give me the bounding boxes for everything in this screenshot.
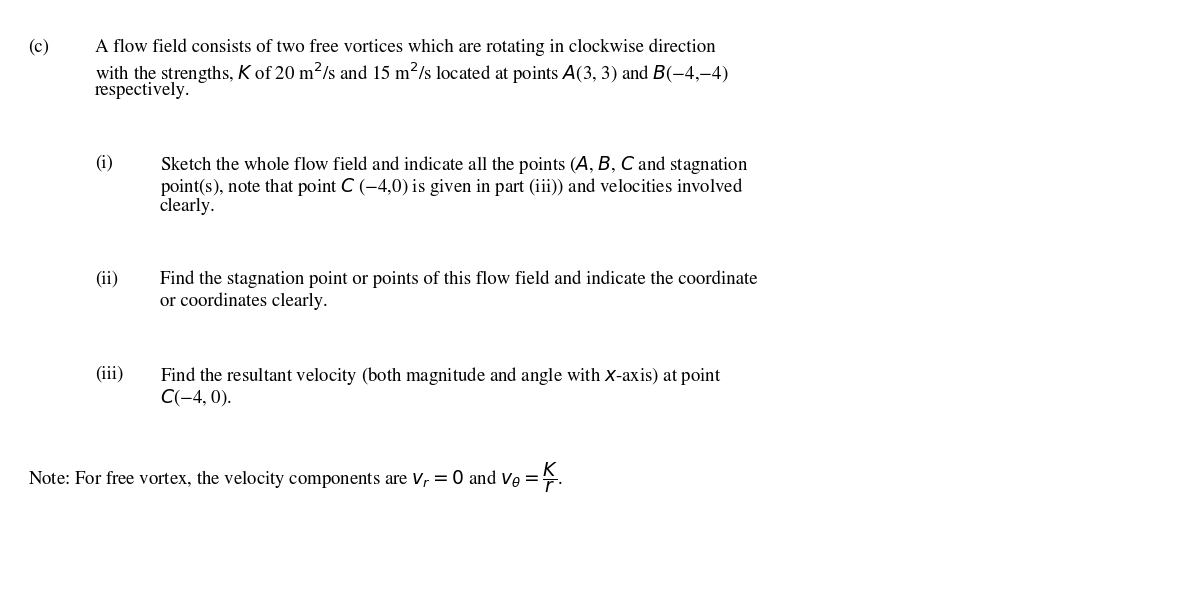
Text: or coordinates clearly.: or coordinates clearly. bbox=[160, 292, 328, 310]
Text: Find the resultant velocity (both magnitude and angle with $x$-axis) at point: Find the resultant velocity (both magnit… bbox=[160, 365, 721, 387]
Text: Find the stagnation point or points of this flow field and indicate the coordina: Find the stagnation point or points of t… bbox=[160, 270, 757, 288]
Text: (c): (c) bbox=[28, 38, 49, 55]
Text: point(s), note that point $C$ (−4,0) is given in part (iii)) and velocities invo: point(s), note that point $C$ (−4,0) is … bbox=[160, 176, 744, 198]
Text: (iii): (iii) bbox=[95, 365, 124, 382]
Text: Note: For free vortex, the velocity components are $v_r = 0$ and $v_{\theta} = \: Note: For free vortex, the velocity comp… bbox=[28, 460, 563, 495]
Text: (i): (i) bbox=[95, 154, 113, 171]
Text: respectively.: respectively. bbox=[95, 82, 191, 99]
Text: $C$(−4, 0).: $C$(−4, 0). bbox=[160, 387, 232, 408]
Text: A flow field consists of two free vortices which are rotating in clockwise direc: A flow field consists of two free vortic… bbox=[95, 38, 715, 55]
Text: (ii): (ii) bbox=[95, 270, 118, 287]
Text: clearly.: clearly. bbox=[160, 198, 216, 215]
Text: Sketch the whole flow field and indicate all the points ($A$, $B$, $C$ and stagn: Sketch the whole flow field and indicate… bbox=[160, 154, 749, 176]
Text: with the strengths, $K$ of 20 m$^2$/s and 15 m$^2$/s located at points $A$(3, 3): with the strengths, $K$ of 20 m$^2$/s an… bbox=[95, 60, 728, 86]
